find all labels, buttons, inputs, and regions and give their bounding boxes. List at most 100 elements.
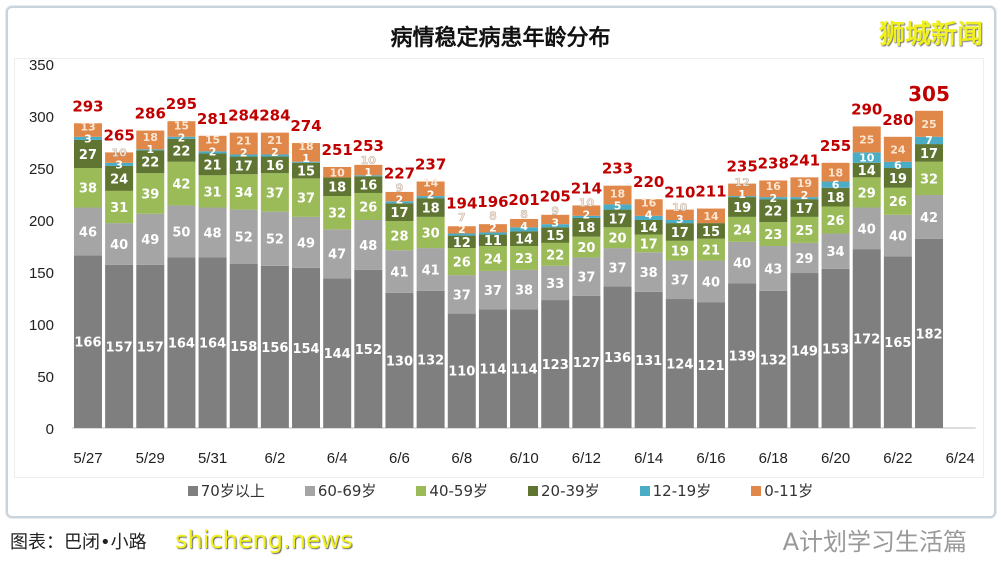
total-label: 284 xyxy=(259,107,290,125)
bar-data-label: 41 xyxy=(422,263,440,278)
bar-segment xyxy=(260,173,289,212)
bar-data-label: 166 xyxy=(74,336,101,351)
bar-data-label: 47 xyxy=(328,248,346,263)
bar-data-label: 48 xyxy=(359,239,377,254)
legend-swatch xyxy=(416,485,427,496)
bar-data-label: 2 xyxy=(209,146,217,159)
legend-label: 20-39岁 xyxy=(541,482,600,500)
bar-segment xyxy=(323,229,352,279)
bar-data-label: 32 xyxy=(920,172,938,187)
bar-data-label: 40 xyxy=(858,222,876,237)
bar-segment xyxy=(354,176,383,193)
bar-data-label: 40 xyxy=(733,257,751,272)
bar-segment xyxy=(510,227,539,232)
bar-data-label: 24 xyxy=(890,143,906,156)
bar-data-label: 37 xyxy=(484,284,502,299)
x-tick-label: 6/4 xyxy=(327,450,348,467)
bar-data-label: 49 xyxy=(297,236,315,251)
y-tick-label: 250 xyxy=(29,161,54,178)
bar-segment xyxy=(883,161,912,168)
bar-segment xyxy=(696,208,725,224)
legend-swatch xyxy=(187,485,198,496)
bar-data-label: 110 xyxy=(448,365,475,380)
bar-segment xyxy=(728,196,757,198)
bar-data-label: 3 xyxy=(115,159,123,172)
bar-segment xyxy=(167,121,196,137)
bar-segment xyxy=(105,190,134,224)
x-tick-label: 6/20 xyxy=(821,450,850,467)
bar-segment xyxy=(510,269,539,310)
bar-data-label: 114 xyxy=(511,363,538,378)
bar-data-label: 5 xyxy=(614,200,622,213)
bar-segment xyxy=(73,168,102,208)
bar-data-label: 37 xyxy=(297,192,315,207)
bar-data-label: 38 xyxy=(79,182,97,197)
bar-segment xyxy=(541,242,570,266)
bar-segment xyxy=(696,260,725,303)
bar-data-label: 3 xyxy=(551,216,559,229)
bar-data-label: 10 xyxy=(672,201,688,214)
bar-data-label: 2 xyxy=(489,221,497,234)
y-tick-label: 100 xyxy=(29,317,54,334)
bar-segment xyxy=(385,201,414,204)
bar-segment xyxy=(198,207,227,258)
total-label: 284 xyxy=(228,107,259,125)
bar-data-label: 26 xyxy=(359,200,377,215)
bar-data-label: 17 xyxy=(671,226,689,241)
bar-data-label: 15 xyxy=(702,225,720,240)
bar-data-label: 2 xyxy=(427,189,435,202)
bar-data-label: 20 xyxy=(608,232,626,247)
bar-data-label: 10 xyxy=(330,166,346,179)
bar-segment xyxy=(136,149,165,151)
bar-segment xyxy=(354,269,383,428)
bar-segment xyxy=(759,199,788,223)
bar-data-label: 33 xyxy=(546,277,564,292)
bar-segment xyxy=(665,220,694,224)
bar-data-label: 6 xyxy=(832,178,840,191)
bar-data-label: 157 xyxy=(106,340,133,355)
total-label: 214 xyxy=(571,179,602,197)
bar-segment xyxy=(541,300,570,428)
x-tick-label: 6/2 xyxy=(264,450,285,467)
bar-segment xyxy=(478,234,507,246)
bar-data-label: 4 xyxy=(645,208,653,221)
bar-data-label: 14 xyxy=(703,210,719,223)
bar-data-label: 26 xyxy=(827,214,845,229)
bar-data-label: 8 xyxy=(520,208,528,221)
bar-data-label: 153 xyxy=(822,342,849,357)
bar-segment xyxy=(416,216,445,249)
bar-data-label: 39 xyxy=(141,187,159,202)
bar-segment xyxy=(728,197,757,217)
watermark-logo: 狮城新闻 xyxy=(878,20,983,50)
bar-segment xyxy=(759,197,788,200)
bar-segment xyxy=(292,178,321,217)
bar-segment xyxy=(73,139,102,168)
bar-data-label: 27 xyxy=(79,148,97,163)
bar-data-label: 10 xyxy=(111,147,127,160)
bar-segment xyxy=(728,283,757,428)
bar-segment xyxy=(73,123,102,137)
bar-data-label: 29 xyxy=(858,186,876,201)
bar-segment xyxy=(634,234,663,253)
bar-segment xyxy=(728,183,757,197)
bar-data-label: 18 xyxy=(328,181,346,196)
bar-segment xyxy=(634,215,663,220)
bar-segment xyxy=(73,255,102,428)
legend-item: 40-59岁 xyxy=(416,480,488,501)
bar-segment xyxy=(603,286,632,428)
bar-segment xyxy=(105,162,134,166)
bar-data-label: 20 xyxy=(577,241,595,256)
bar-segment xyxy=(790,197,819,200)
bar-segment xyxy=(354,164,383,176)
bar-segment xyxy=(478,309,507,428)
bar-segment xyxy=(73,136,102,140)
bar-data-label: 26 xyxy=(889,195,907,210)
bar-data-label: 157 xyxy=(137,340,164,355)
bar-data-label: 4 xyxy=(520,220,528,233)
bar-segment xyxy=(728,216,757,242)
bar-data-label: 9 xyxy=(396,181,404,194)
legend-swatch xyxy=(528,485,539,496)
bar-segment xyxy=(821,162,850,182)
bar-data-label: 144 xyxy=(324,347,351,362)
bar-segment xyxy=(510,309,539,428)
